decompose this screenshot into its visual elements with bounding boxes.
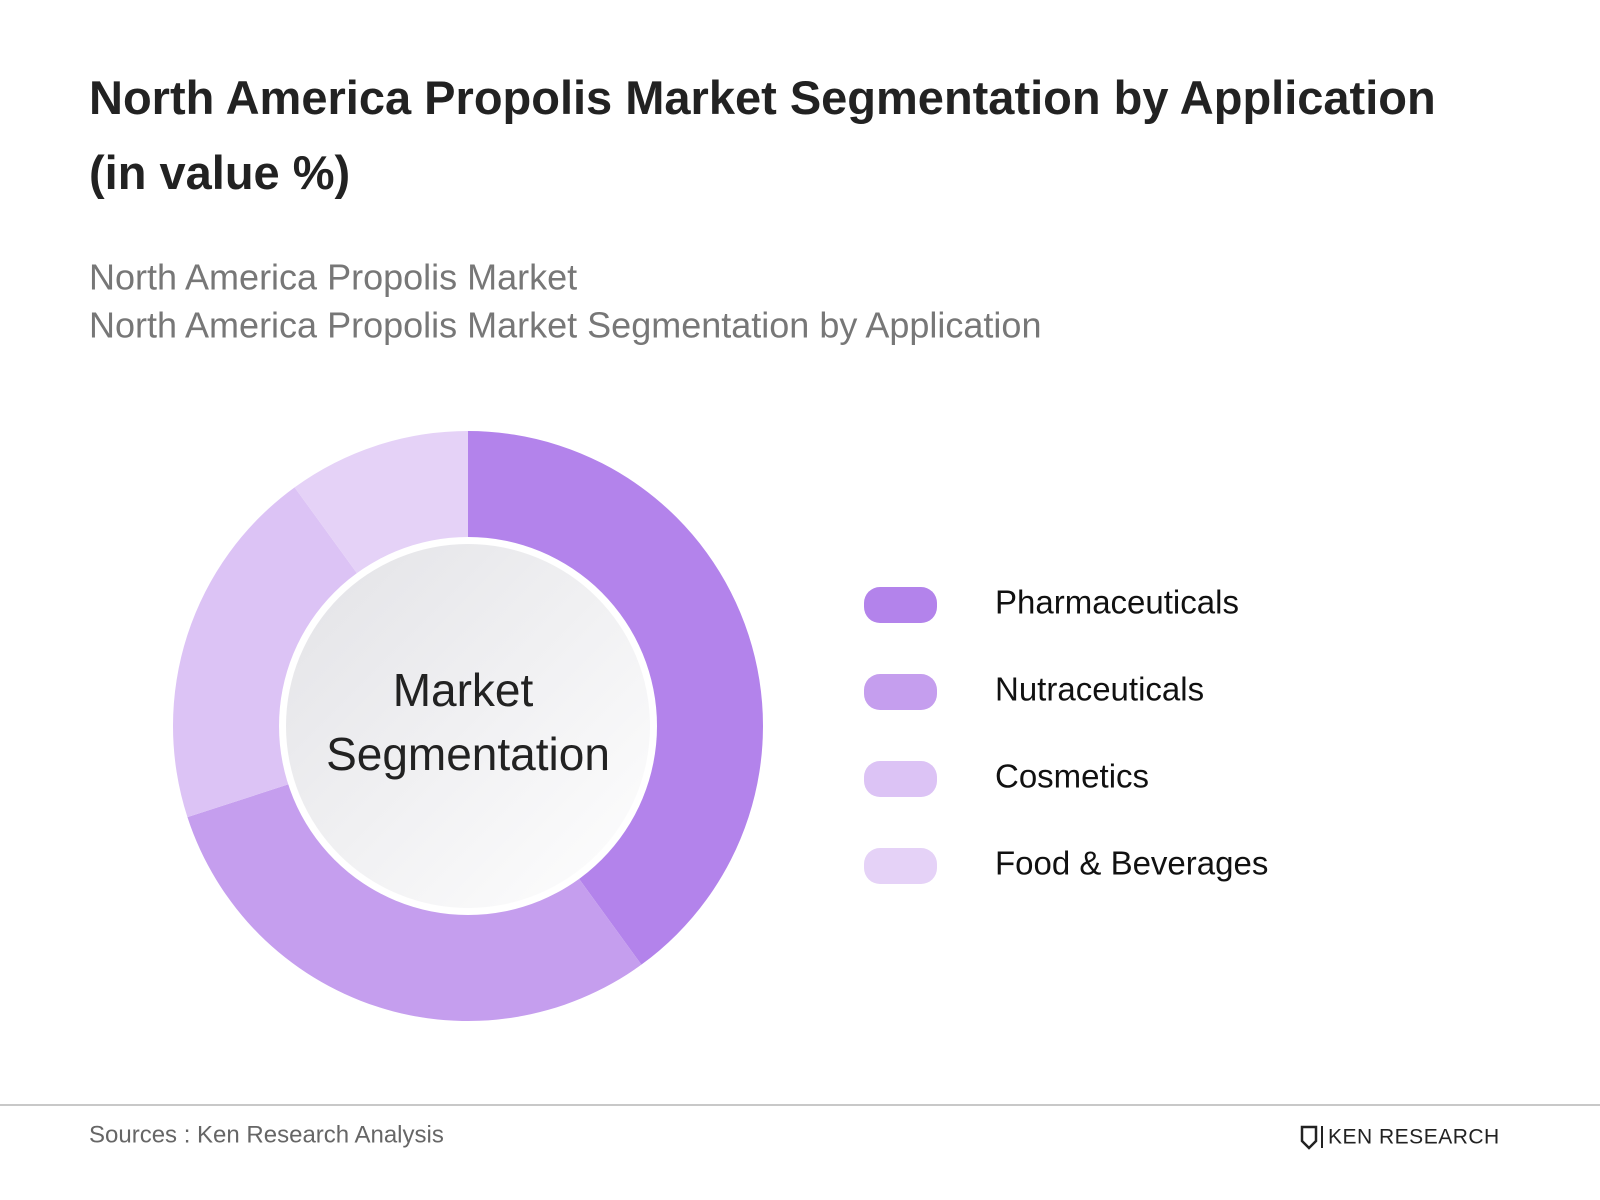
center-label: Market	[393, 664, 534, 716]
subtitle: North America Propolis Market	[89, 257, 577, 298]
legend: Pharmaceuticals Nutraceuticals Cosmetics Fo…	[864, 584, 1268, 884]
hole	[286, 544, 650, 908]
source: Sources : Ken Research Analysis	[89, 1121, 444, 1148]
legend-swatch	[864, 674, 937, 710]
donut-segment	[468, 431, 764, 965]
legend-swatch	[864, 848, 937, 884]
brand: KEN RESEARCH	[1328, 1126, 1500, 1149]
donut-segment	[173, 487, 360, 818]
legend-swatch	[864, 587, 937, 623]
donut-segment	[187, 783, 642, 1021]
logo-icon	[1300, 1125, 1318, 1150]
legend-label: Cosmetics	[995, 758, 1149, 795]
center-label: Segmentation	[326, 728, 610, 780]
legend-label: Nutraceuticals	[995, 671, 1204, 708]
donut	[173, 431, 764, 1021]
legend-swatch	[864, 761, 937, 797]
legend-label: Pharmaceuticals	[995, 584, 1239, 621]
legend-label: Food & Beverages	[995, 845, 1268, 882]
donut-segment	[294, 431, 468, 577]
chart-title: North America Propolis Market Segmentati…	[89, 71, 1436, 199]
subtitle: North America Propolis Market Segmentati…	[89, 305, 1041, 346]
